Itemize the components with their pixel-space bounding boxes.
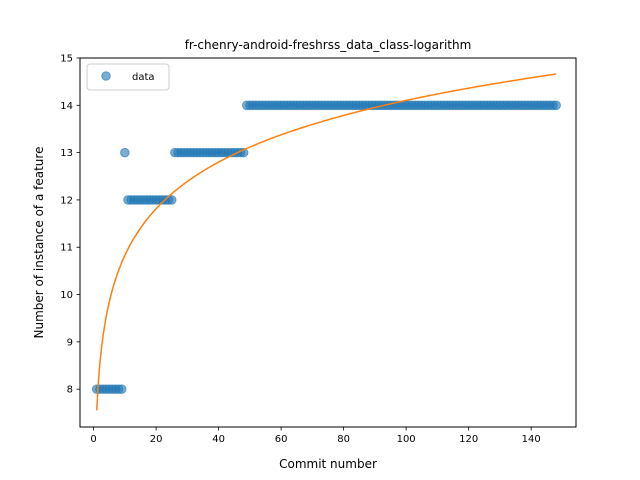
y-tick-label: 10	[60, 290, 73, 301]
y-tick-label: 14	[60, 101, 73, 112]
x-tick-label: 100	[397, 434, 416, 445]
x-tick-label: 60	[275, 434, 288, 445]
y-tick-label: 11	[60, 243, 73, 254]
x-tick-label: 40	[212, 434, 225, 445]
data-point	[116, 384, 127, 394]
fit-line	[95, 73, 557, 411]
data-point	[166, 195, 177, 205]
legend-frame	[86, 63, 170, 91]
x-tick-label: 140	[522, 434, 541, 445]
legend-marker-data	[101, 71, 111, 81]
y-tick-label: 9	[67, 337, 73, 348]
x-tick-label: 0	[90, 434, 96, 445]
legend: data	[86, 63, 170, 91]
chart-title: fr-chenry-android-freshrss_data_class-lo…	[185, 38, 472, 52]
y-axis-label: Number of instance of a feature	[32, 147, 46, 339]
series-data	[91, 100, 561, 394]
plot-area	[80, 58, 576, 427]
x-axis-label: Commit number	[279, 457, 377, 471]
x-tick-label: 80	[337, 434, 350, 445]
data-point	[120, 147, 130, 158]
y-tick-label: 13	[60, 148, 73, 159]
y-tick-label: 8	[67, 385, 73, 396]
data-point	[551, 100, 561, 111]
x-tick-label: 20	[150, 434, 163, 445]
plot-frame	[79, 57, 577, 428]
y-tick-label: 12	[60, 195, 73, 206]
x-tick-label: 120	[459, 434, 478, 445]
y-tick-label: 15	[60, 54, 73, 65]
legend-label-data: data	[132, 72, 155, 83]
